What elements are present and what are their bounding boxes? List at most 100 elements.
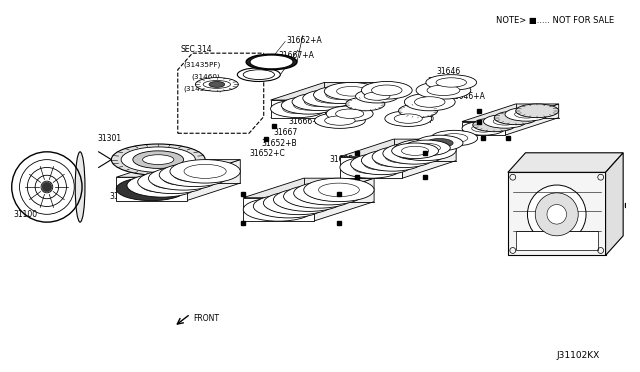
Ellipse shape	[258, 203, 299, 216]
Polygon shape	[243, 178, 374, 198]
Text: (31460): (31460)	[191, 73, 220, 80]
Ellipse shape	[184, 164, 226, 179]
Ellipse shape	[278, 196, 319, 210]
Polygon shape	[462, 104, 559, 122]
Ellipse shape	[462, 122, 505, 135]
Ellipse shape	[473, 118, 516, 132]
Ellipse shape	[426, 75, 477, 90]
Polygon shape	[116, 177, 186, 201]
Ellipse shape	[415, 97, 445, 107]
Ellipse shape	[394, 114, 422, 123]
Ellipse shape	[121, 147, 195, 172]
Ellipse shape	[324, 83, 379, 100]
Ellipse shape	[385, 151, 422, 163]
Ellipse shape	[163, 171, 205, 185]
Ellipse shape	[308, 186, 349, 200]
Ellipse shape	[427, 85, 460, 96]
Ellipse shape	[304, 178, 374, 202]
Bar	[516, 231, 598, 250]
Ellipse shape	[268, 199, 309, 213]
Ellipse shape	[413, 143, 440, 153]
Ellipse shape	[319, 183, 359, 197]
Ellipse shape	[288, 193, 329, 206]
Ellipse shape	[416, 81, 471, 99]
Ellipse shape	[326, 90, 356, 100]
Circle shape	[42, 182, 52, 192]
Ellipse shape	[416, 135, 463, 151]
Polygon shape	[505, 104, 559, 135]
Ellipse shape	[271, 100, 325, 118]
Ellipse shape	[356, 89, 399, 103]
Text: 31656P: 31656P	[405, 116, 434, 125]
Ellipse shape	[246, 54, 297, 70]
Ellipse shape	[273, 188, 344, 211]
Ellipse shape	[431, 130, 477, 146]
Ellipse shape	[138, 170, 208, 193]
Ellipse shape	[173, 168, 216, 182]
Ellipse shape	[426, 138, 453, 148]
Ellipse shape	[305, 97, 335, 107]
Ellipse shape	[372, 146, 435, 168]
Polygon shape	[340, 157, 403, 178]
Ellipse shape	[383, 142, 445, 164]
Polygon shape	[462, 122, 505, 135]
Ellipse shape	[303, 90, 358, 107]
Ellipse shape	[292, 93, 347, 110]
Ellipse shape	[337, 86, 367, 96]
Ellipse shape	[505, 108, 548, 121]
Text: J31102KX: J31102KX	[557, 352, 600, 360]
Text: 31666: 31666	[109, 192, 134, 201]
Ellipse shape	[440, 134, 468, 143]
Ellipse shape	[392, 143, 438, 158]
Text: 31301: 31301	[98, 134, 122, 142]
Polygon shape	[116, 160, 240, 177]
Text: (31435PF): (31435PF)	[184, 62, 221, 68]
Ellipse shape	[209, 81, 225, 87]
Polygon shape	[508, 153, 623, 172]
Ellipse shape	[243, 70, 275, 80]
Ellipse shape	[372, 85, 402, 96]
Ellipse shape	[148, 167, 219, 190]
Ellipse shape	[396, 147, 432, 160]
Ellipse shape	[364, 158, 400, 170]
Ellipse shape	[404, 93, 455, 111]
Text: SEC.314: SEC.314	[180, 45, 212, 54]
Polygon shape	[605, 153, 623, 255]
Text: 31666+A: 31666+A	[288, 117, 324, 126]
Ellipse shape	[527, 185, 586, 244]
Ellipse shape	[362, 150, 424, 171]
Polygon shape	[314, 178, 374, 221]
Ellipse shape	[76, 152, 85, 222]
Polygon shape	[186, 160, 240, 201]
Ellipse shape	[315, 93, 345, 103]
Ellipse shape	[141, 179, 183, 192]
Ellipse shape	[483, 115, 527, 128]
Ellipse shape	[111, 144, 205, 175]
Text: 31665+A: 31665+A	[323, 117, 358, 126]
Ellipse shape	[294, 100, 324, 110]
Ellipse shape	[362, 81, 412, 99]
Ellipse shape	[283, 104, 313, 114]
Ellipse shape	[237, 68, 280, 81]
Ellipse shape	[143, 155, 174, 164]
Ellipse shape	[515, 110, 538, 118]
Text: FRONT: FRONT	[193, 314, 220, 323]
Ellipse shape	[399, 104, 438, 118]
Text: NOTE> ■..... NOT FOR SALE: NOTE> ■..... NOT FOR SALE	[496, 16, 614, 25]
Ellipse shape	[472, 125, 495, 132]
Ellipse shape	[294, 182, 364, 205]
Text: 31662+A: 31662+A	[286, 36, 322, 45]
Ellipse shape	[284, 185, 354, 208]
Text: 31667: 31667	[273, 128, 298, 137]
Polygon shape	[271, 100, 325, 118]
Polygon shape	[403, 139, 456, 178]
Ellipse shape	[407, 144, 443, 156]
Ellipse shape	[335, 109, 364, 118]
Ellipse shape	[403, 140, 451, 156]
Ellipse shape	[152, 175, 194, 189]
Text: 31652+A: 31652+A	[347, 96, 383, 105]
Text: 31651M: 31651M	[347, 85, 378, 94]
Ellipse shape	[436, 78, 467, 87]
Polygon shape	[325, 83, 379, 118]
Ellipse shape	[401, 146, 429, 155]
